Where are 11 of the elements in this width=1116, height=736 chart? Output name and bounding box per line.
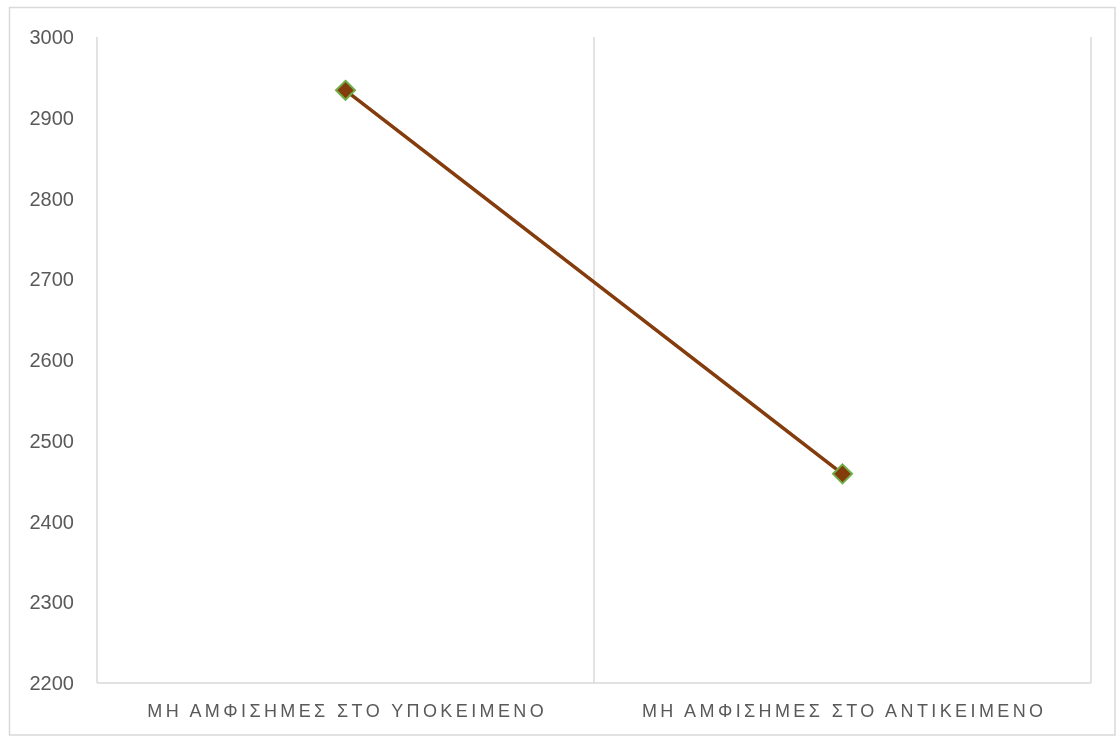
y-tick-label: 2700: [29, 268, 74, 291]
y-tick-label: 3000: [29, 26, 74, 48]
y-tick-label: 2600: [29, 349, 74, 371]
y-tick-label: 2400: [29, 510, 74, 533]
x-tick-label: ΜΗ ΑΜΦΙΣΗΜΕΣ ΣΤΟ ΥΠΟΚΕΙΜΕΝΟ: [147, 701, 548, 721]
y-tick-label: 2200: [29, 672, 74, 694]
x-tick-label: ΜΗ ΑΜΦΙΣΗΜΕΣ ΣΤΟ ΑΝΤΙΚΕΙΜΕΝΟ: [641, 701, 1047, 721]
y-tick-label: 2300: [29, 591, 74, 614]
y-tick-label: 2900: [29, 106, 74, 129]
y-tick-label: 2500: [29, 429, 74, 452]
y-tick-label: 2800: [29, 187, 74, 210]
